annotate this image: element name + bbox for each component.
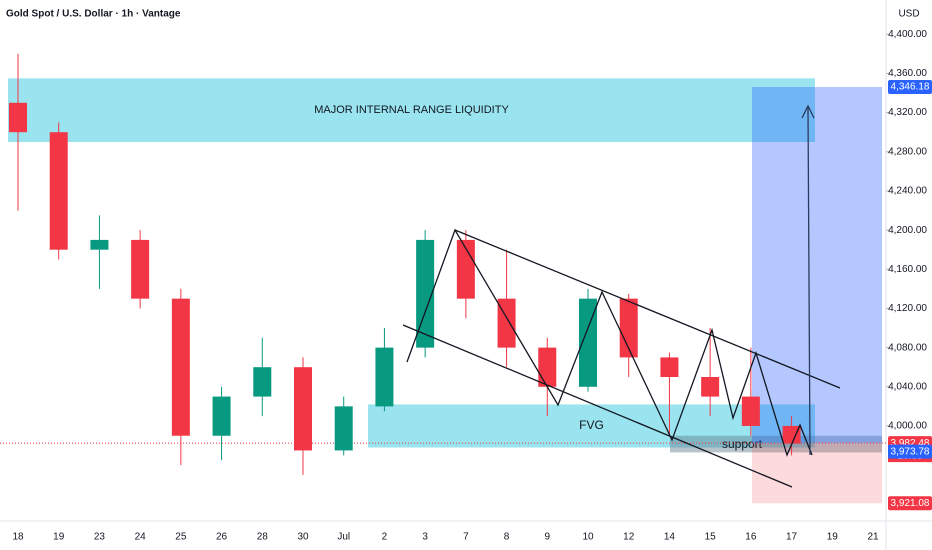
x-tick-label: 9: [545, 532, 551, 543]
candle-body: [741, 396, 760, 426]
zone: [752, 443, 882, 504]
candle-body: [375, 347, 394, 407]
x-tick-label: 3: [422, 532, 428, 543]
drawings: [402, 104, 841, 488]
zone: [752, 86, 882, 444]
price-tag: [888, 496, 932, 511]
x-tick-label: 26: [216, 532, 228, 543]
y-tick-label: 4,240.00: [888, 186, 927, 197]
y-tick-label: 4,040.00: [888, 381, 927, 392]
zone: [670, 435, 882, 453]
x-tick-label: 17: [786, 532, 798, 543]
target-arrow: [807, 107, 811, 456]
candle-body: [334, 406, 353, 451]
x-tick-label: 23: [94, 532, 106, 543]
price-tag-label: 3,973.78: [891, 446, 930, 457]
candle-body: [90, 239, 109, 250]
candle-body: [212, 396, 231, 436]
candle-body: [49, 132, 68, 250]
x-tick-label: 28: [257, 532, 269, 543]
y-tick-label: 4,280.00: [888, 146, 927, 157]
x-tick-label: 18: [12, 532, 24, 543]
y-tick-label: 4,360.00: [888, 68, 927, 79]
x-tick-label: 25: [175, 532, 187, 543]
candle-body: [619, 298, 638, 358]
x-tick-label: 21: [867, 532, 879, 543]
price-tag-label: 3,982.48: [891, 438, 930, 449]
candle-body: [131, 239, 150, 299]
x-tick-label: Jul: [337, 532, 350, 543]
candle-body: [660, 357, 679, 377]
zone-label: MAJOR INTERNAL RANGE LIQUIDITY: [314, 104, 509, 116]
x-tick-label: 30: [297, 532, 309, 543]
price-tag: [888, 79, 932, 94]
chart-title: Gold Spot / U.S. Dollar · 1h · Vantage: [6, 9, 181, 20]
y-tick-label: 4,200.00: [888, 225, 927, 236]
candle-body: [456, 239, 475, 299]
candle-body: [253, 367, 272, 397]
y-tick-label: 4,000.00: [888, 421, 927, 432]
arrow-head: [801, 104, 815, 119]
x-tick-label: 2: [382, 532, 388, 543]
candle-body: [782, 425, 801, 444]
candle-body: [9, 102, 27, 133]
price-tag-label: 4,346.18: [891, 82, 930, 93]
x-tick-label: 10: [582, 532, 594, 543]
x-tick-label: 14: [664, 532, 676, 543]
x-tick-label: 16: [745, 532, 757, 543]
x-tick-label: 15: [705, 532, 717, 543]
y-tick-label: 4,400.00: [888, 29, 927, 40]
x-tick-label: 7: [463, 532, 469, 543]
price-tag-label: 3,921.08: [891, 498, 930, 509]
zone: [8, 78, 815, 142]
channel-top: [454, 229, 841, 389]
x-tick-label: 12: [623, 532, 635, 543]
x-tick-label: 19: [53, 532, 65, 543]
zone-label: FVG: [579, 418, 604, 432]
y-tick-label: 4,160.00: [888, 264, 927, 275]
x-tick-label: 8: [504, 532, 510, 543]
candle-body: [538, 347, 557, 387]
candle-body: [294, 367, 312, 451]
candle-body: [171, 298, 190, 436]
currency-label: USD: [898, 9, 919, 20]
candle-body: [579, 298, 597, 387]
candle-body: [416, 239, 435, 348]
y-tick-label: 4,080.00: [888, 342, 927, 353]
zone-label: support: [722, 437, 763, 451]
price-tag: [888, 444, 932, 459]
x-tick-label: 24: [135, 532, 147, 543]
zigzag: [406, 228, 813, 457]
x-tick-label: 19: [827, 532, 839, 543]
zone: [368, 404, 815, 448]
channel-bottom: [402, 324, 793, 488]
y-tick-label: 4,320.00: [888, 107, 927, 118]
y-tick-label: 4,120.00: [888, 303, 927, 314]
candle-body: [701, 376, 720, 397]
